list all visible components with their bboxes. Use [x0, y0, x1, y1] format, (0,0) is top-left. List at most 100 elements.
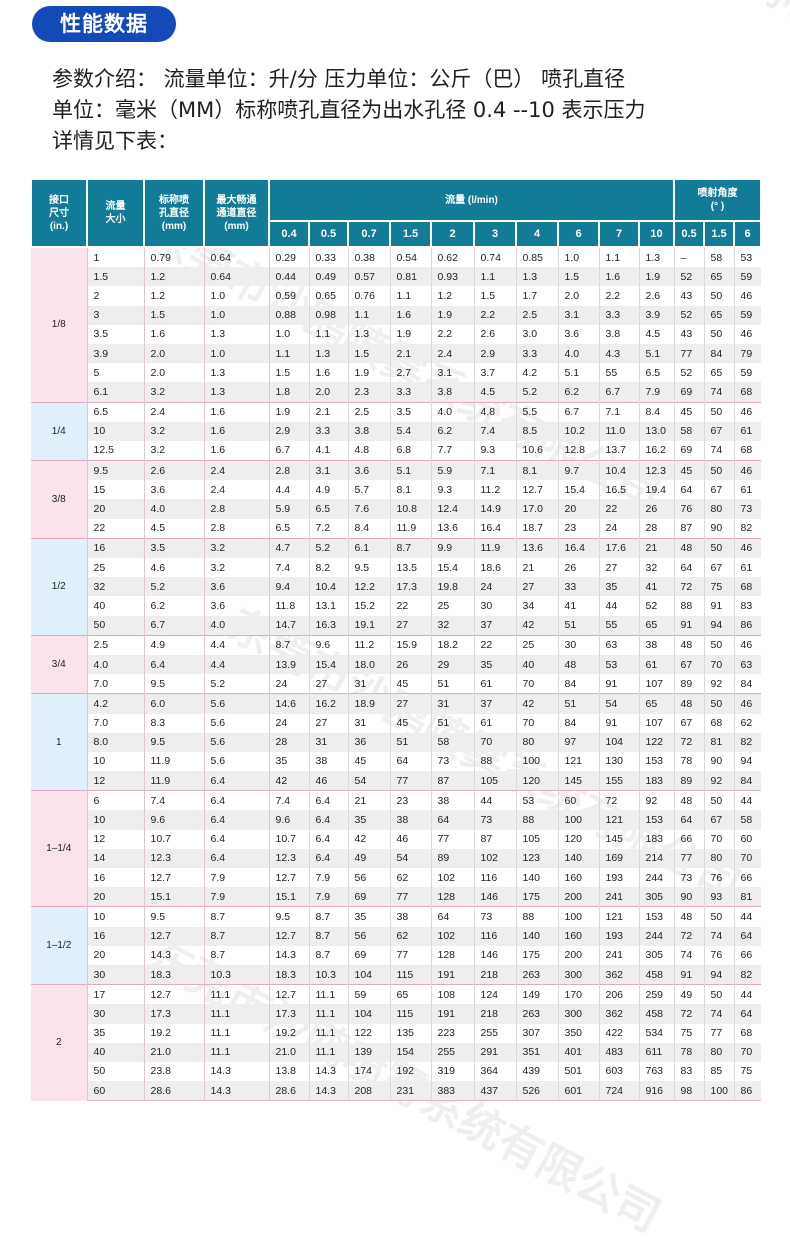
flow-value-cell: 3.8 [347, 421, 390, 441]
flow-value-cell: 42 [268, 771, 309, 791]
flow-value-cell: 6.2 [430, 421, 474, 441]
flow-value-cell: 29 [430, 654, 474, 675]
spray-angle-cell: 86 [733, 615, 761, 636]
flow-value-cell: 9.6 [268, 810, 309, 830]
flow-value-cell: 40 [515, 654, 558, 675]
flow-size-cell: 3.9 [86, 343, 144, 364]
flow-value-cell: 31 [430, 693, 474, 714]
flow-value-cell: 135 [389, 1023, 431, 1043]
spray-angle-cell: 68 [703, 713, 734, 733]
nozzle-diameter-cell: 3.2 [143, 440, 204, 461]
flow-value-cell: 27 [598, 558, 639, 578]
spray-angle-cell: 88 [673, 596, 704, 616]
spray-angle-cell: 50 [703, 906, 734, 927]
spray-angle-cell: 50 [703, 401, 734, 422]
flow-value-cell: 149 [515, 984, 558, 1005]
flow-value-cell: 84 [557, 713, 599, 733]
flow-value-cell: 3.9 [638, 305, 674, 325]
flow-value-cell: 30 [473, 596, 516, 616]
flow-value-cell: 13.6 [430, 518, 474, 539]
spray-angle-cell: 63 [733, 654, 761, 675]
flow-value-cell: 170 [557, 984, 599, 1005]
header-inch-size: 接口 尺寸 (in.) [30, 178, 88, 248]
flow-value-cell: 16.4 [473, 518, 516, 539]
table-row: 60 28.6 14.3 28.6 14.3 208 231 383 437 526 601 724 9… [31, 1081, 761, 1102]
flow-value-cell: 0.65 [308, 286, 348, 306]
spray-angle-cell: 46 [733, 634, 761, 655]
spray-angle-cell: 79 [733, 343, 761, 364]
flow-value-cell: 32 [638, 558, 674, 578]
flow-value-cell: 350 [557, 1023, 599, 1043]
spray-angle-cell: 80 [703, 1042, 734, 1062]
pressure-header: 0.7 [347, 220, 391, 248]
spray-angle-cell: 82 [733, 518, 761, 539]
spray-angle-cell: 49 [673, 984, 704, 1005]
table-row: 10 11.9 5.6 35 38 45 64 73 88 100 121 130 153 78 90 94 [31, 751, 761, 772]
passage-diameter-cell: 5.6 [203, 693, 269, 714]
flow-value-cell: 107 [638, 674, 674, 694]
flow-size-cell: 10 [86, 906, 144, 927]
flow-value-cell: 37 [473, 615, 516, 636]
flow-value-cell: 208 [347, 1081, 390, 1102]
flow-value-cell: 13.8 [268, 1061, 309, 1082]
passage-diameter-cell: 2.8 [203, 499, 269, 519]
flow-value-cell: 62 [389, 926, 431, 946]
flow-value-cell: 192 [389, 1061, 431, 1082]
passage-diameter-cell: 6.4 [203, 829, 269, 849]
flow-value-cell: 104 [347, 964, 390, 985]
flow-value-cell: 1.1 [347, 305, 390, 325]
spray-angle-cell: 77 [673, 343, 704, 364]
flow-value-cell: 122 [638, 732, 674, 752]
flow-value-cell: 21 [347, 790, 390, 811]
nozzle-diameter-cell: 4.0 [143, 499, 204, 519]
flow-value-cell: 1.3 [308, 343, 348, 364]
flow-size-cell: 16 [86, 926, 144, 946]
table-row: 1.5 1.2 0.64 0.44 0.49 0.57 0.81 0.93 1.1 1.3 1.5 1… [31, 267, 761, 287]
flow-value-cell: 20 [557, 499, 599, 519]
flow-value-cell: 2.5 [347, 401, 390, 422]
table-row: 14 12.3 6.4 12.3 6.4 49 54 89 102 123 140 169 214 77 8… [31, 848, 761, 868]
passage-diameter-cell: 8.7 [203, 945, 269, 965]
flow-value-cell: 6.2 [557, 382, 599, 402]
nozzle-diameter-cell: 9.6 [143, 810, 204, 830]
table-row: 1/8 1 0.79 0.64 0.29 0.33 0.38 0.54 0.62 0.74 0.85… [31, 246, 761, 402]
spray-angle-cell: 65 [703, 363, 734, 383]
flow-value-cell: 7.4 [473, 421, 516, 441]
flow-value-cell: 14.9 [473, 499, 516, 519]
flow-value-cell: 4.3 [598, 343, 639, 364]
flow-value-cell: 88 [515, 810, 558, 830]
flow-value-cell: 13.1 [308, 596, 348, 616]
flow-value-cell: 121 [598, 906, 639, 927]
spray-angle-cell: 50 [703, 460, 734, 481]
spray-angle-cell: 61 [733, 558, 761, 578]
spray-angle-cell: 77 [703, 1023, 734, 1043]
spray-angle-cell: 52 [673, 305, 704, 325]
flow-value-cell: 64 [430, 810, 474, 830]
flow-value-cell: 174 [347, 1061, 390, 1082]
table-row: 20 4.0 2.8 5.9 6.5 7.6 10.8 12.4 14.9 17.0 20 22 26 7… [31, 499, 761, 519]
table-row: 7.0 8.3 5.6 24 27 31 45 51 61 70 84 91 107 67 68 62 [31, 713, 761, 733]
nozzle-diameter-cell: 19.2 [143, 1023, 204, 1043]
spray-angle-cell: 68 [733, 440, 761, 461]
passage-diameter-cell: 4.0 [203, 615, 269, 636]
table-row: 3 1.5 1.0 0.88 0.98 1.1 1.6 1.9 2.2 2.5 3.1 3.3 3.9 5… [31, 305, 761, 325]
spray-angle-cell: 89 [673, 674, 704, 694]
intro-line: 参数介绍： 流量单位：升/分 压力单位：公斤（巴） 喷孔直径 [52, 67, 626, 91]
flow-value-cell: 17.0 [515, 499, 558, 519]
flow-value-cell: 3.8 [430, 382, 474, 402]
spray-angle-cell: 92 [703, 674, 734, 694]
flow-value-cell: 6.7 [557, 401, 599, 422]
nozzle-diameter-cell: 14.3 [143, 945, 204, 965]
spray-angle-cell: 50 [703, 984, 734, 1005]
flow-value-cell: 1.5 [473, 286, 516, 306]
flow-value-cell: 0.62 [430, 246, 474, 268]
flow-value-cell: 351 [515, 1042, 558, 1062]
flow-value-cell: 1.7 [515, 286, 558, 306]
spray-angle-cell: 91 [703, 596, 734, 616]
flow-value-cell: 5.7 [347, 480, 390, 500]
table-row: 10 9.6 6.4 9.6 6.4 35 38 64 73 88 100 121 153 64 67 58 [31, 810, 761, 830]
flow-value-cell: 10.8 [389, 499, 431, 519]
flow-value-cell: 11.8 [268, 596, 309, 616]
spray-angle-cell: 81 [703, 732, 734, 752]
nozzle-diameter-cell: 5.2 [143, 577, 204, 597]
